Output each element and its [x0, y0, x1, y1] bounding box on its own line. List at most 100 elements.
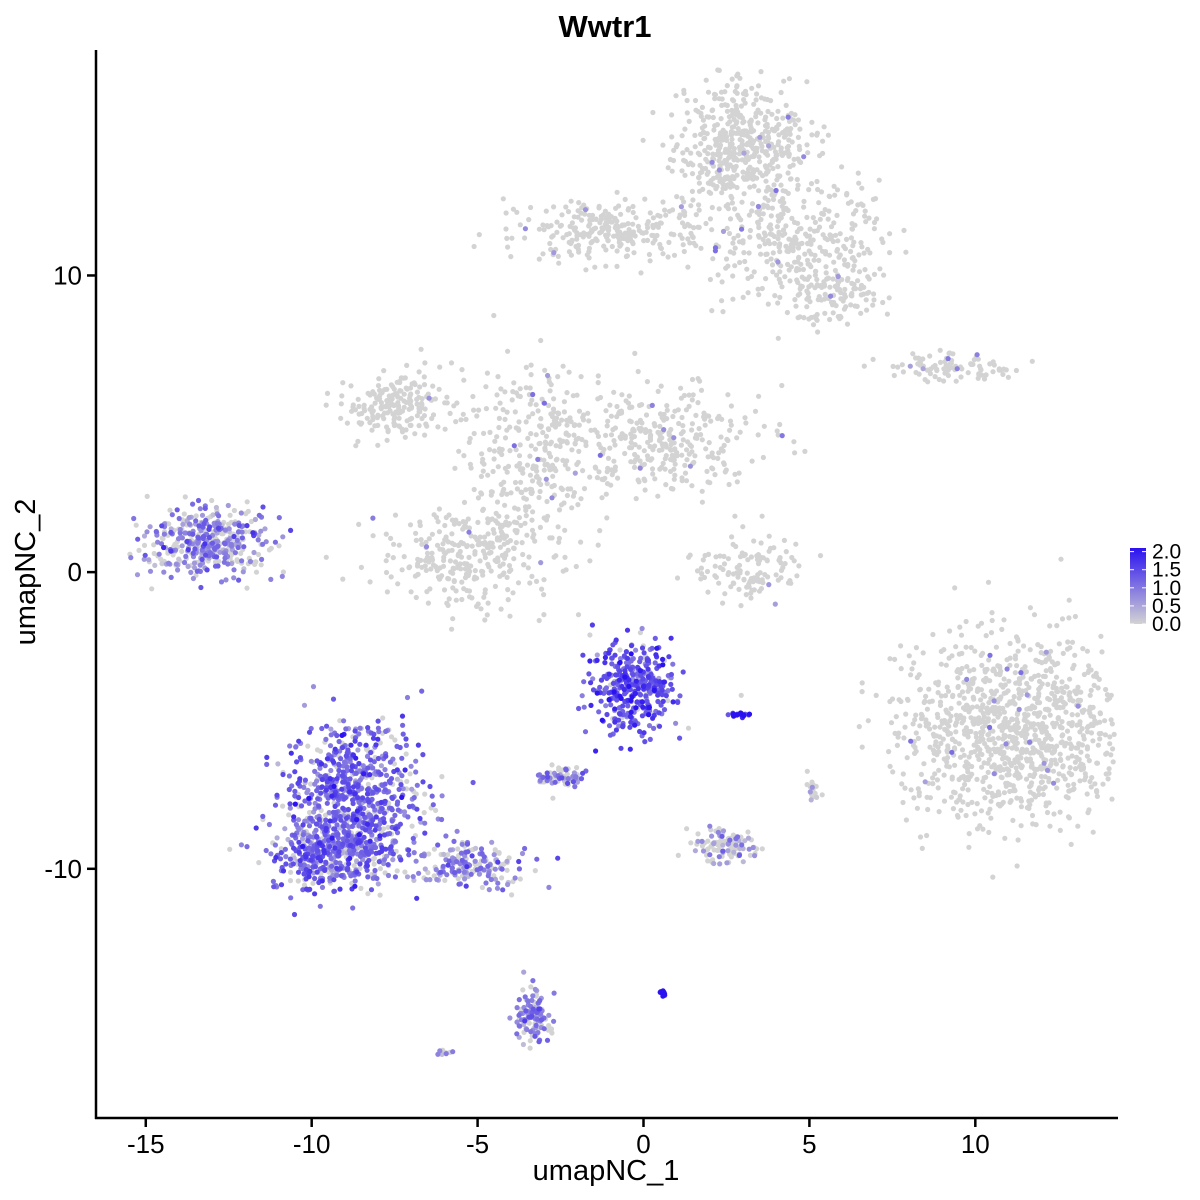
cell-point-big-right-blob [1080, 762, 1086, 768]
cell-point-top-upper-head [753, 114, 759, 120]
cell-point-big-right-blob [998, 774, 1004, 780]
cell-point-big-right-blob [1047, 623, 1053, 629]
cell-point-mid-blob-center [538, 337, 544, 344]
cell-point-mid-blob-right [547, 467, 553, 473]
cell-point-left-small-purple [176, 556, 182, 562]
cell-point-big-right-blob [1014, 740, 1020, 746]
cell-point-mid-blob-center [513, 447, 519, 453]
cell-point-top-upper-lobe-right [864, 307, 870, 313]
cell-point-top-upper-arm-left [547, 240, 553, 247]
cell-point-big-purple-upper [392, 737, 398, 743]
cell-point-big-purple-upper [403, 751, 409, 757]
cell-point-far-right-strip [936, 376, 942, 383]
cell-point-small-mid-right [772, 601, 778, 607]
cell-point-top-upper-arm-right [783, 243, 789, 249]
cell-point-top-upper-head [804, 79, 810, 85]
cell-point-mid-blob-right [572, 422, 578, 428]
cell-point-top-upper-arm-right [750, 170, 756, 176]
cell-point-far-right-strip [945, 356, 951, 362]
cell-point-top-upper-arm-right [767, 241, 773, 247]
cell-point-mid-blob-right [633, 457, 639, 463]
cell-point-top-upper-arm-right [775, 335, 781, 341]
cell-point-top-upper-head [749, 208, 755, 214]
cell-point-far-right-strip [950, 351, 956, 357]
cell-point-mid-blob-right [661, 417, 667, 423]
cell-point-top-upper-arm-right [740, 238, 746, 244]
cell-point-mid-blob-left-top [365, 390, 371, 396]
cell-point-top-upper-arm-right [834, 246, 841, 253]
cell-point-top-upper-arm-right [679, 235, 685, 241]
cell-point-mid-blob-center [542, 445, 548, 451]
cell-point-big-right-blob [1087, 692, 1093, 698]
cell-point-top-upper-arm-right [775, 236, 781, 242]
cell-point-mid-blob-lower [390, 555, 396, 561]
cell-point-top-upper-arm-left [560, 235, 566, 241]
cell-point-big-right-blob [1032, 695, 1038, 702]
cell-point-top-upper-arm-right [859, 185, 865, 191]
cell-point-mid-blob-center [517, 442, 523, 448]
cell-point-big-right-blob [1075, 712, 1081, 718]
cell-point-far-right-strip [890, 363, 896, 369]
cell-point-top-upper-arm-right [865, 246, 871, 252]
cell-point-top-upper-arm-right [812, 272, 819, 278]
cell-point-big-right-blob [1068, 772, 1074, 778]
cell-point-top-upper-head [814, 130, 821, 136]
cell-point-big-right-blob [1108, 717, 1114, 723]
cell-point-mid-blob-right [578, 374, 584, 380]
cell-point-big-right-blob [957, 692, 963, 698]
cell-point-top-upper-arm-right [844, 192, 850, 198]
cell-point-mid-blob-left-top [399, 429, 406, 435]
cell-point-top-upper-arm-right [747, 227, 754, 234]
cell-point-big-purple-upper [439, 793, 445, 799]
cell-point-big-right-blob [1108, 752, 1114, 758]
cell-point-top-upper-head [729, 97, 736, 103]
cell-point-big-right-blob [943, 707, 949, 713]
cell-point-big-purple-upper [370, 765, 376, 771]
cell-point-big-right-blob [936, 809, 942, 815]
cell-point-left-small-purple [199, 512, 206, 518]
cell-point-top-upper-lobe-right [848, 302, 854, 308]
cell-point-big-right-blob [1084, 753, 1090, 759]
cell-point-big-right-blob [965, 801, 971, 808]
cell-point-mid-blob-center [495, 374, 501, 380]
cell-point-center-purple-blob [670, 661, 676, 667]
cell-point-mid-blob-lower [418, 537, 424, 543]
cell-point-top-upper-head [791, 117, 797, 123]
cell-point-big-right-blob [916, 672, 922, 678]
cell-point-big-right-blob [1000, 799, 1006, 805]
cell-point-top-upper-lobe-right [845, 261, 851, 268]
cell-point-mid-blob-lower [453, 597, 459, 603]
cell-point-small-right-purple [715, 829, 721, 836]
cell-point-top-upper-arm-left [652, 237, 658, 243]
cell-point-left-small-purple [146, 557, 152, 563]
cell-point-top-upper-head [749, 85, 755, 91]
cell-point-mid-blob-right [626, 393, 632, 399]
cell-point-big-right-blob [965, 787, 971, 793]
cell-point-top-upper-arm-left [625, 246, 631, 253]
cell-point-top-upper-head [795, 134, 802, 140]
cell-point-small-mid-right [793, 541, 799, 547]
cell-point-big-right-blob [1080, 709, 1086, 715]
cell-point-top-upper-head [741, 97, 747, 103]
cell-point-mid-blob-right [647, 434, 654, 440]
cell-point-mid-blob-lower [480, 507, 486, 513]
cell-point-far-right-strip [958, 374, 964, 380]
cell-point-big-right-blob [952, 762, 958, 768]
cell-point-top-upper-head [746, 212, 753, 218]
cell-point-mid-blob-lower [562, 527, 568, 533]
cell-point-top-upper-arm-right [828, 224, 835, 230]
cell-point-big-right-blob [1046, 779, 1052, 785]
cell-point-top-upper-arm-right [751, 269, 757, 275]
cell-point-top-upper-arm-left [586, 245, 593, 251]
cell-point-mid-blob-lower [383, 531, 389, 537]
cell-point-mid-blob-left-top [412, 431, 418, 437]
cell-point-top-upper-head [684, 97, 690, 104]
cell-point-top-upper-head [681, 199, 687, 205]
cell-point-mid-blob-center [463, 416, 469, 422]
cell-point-big-right-blob [912, 717, 918, 723]
cell-point-mid-blob-lower [533, 578, 540, 585]
cell-point-top-upper-head [780, 115, 786, 121]
cell-point-small-mid-right [735, 574, 741, 580]
cell-point-mid-blob-right [547, 441, 553, 447]
cell-point-mid-blob-right [690, 392, 696, 398]
